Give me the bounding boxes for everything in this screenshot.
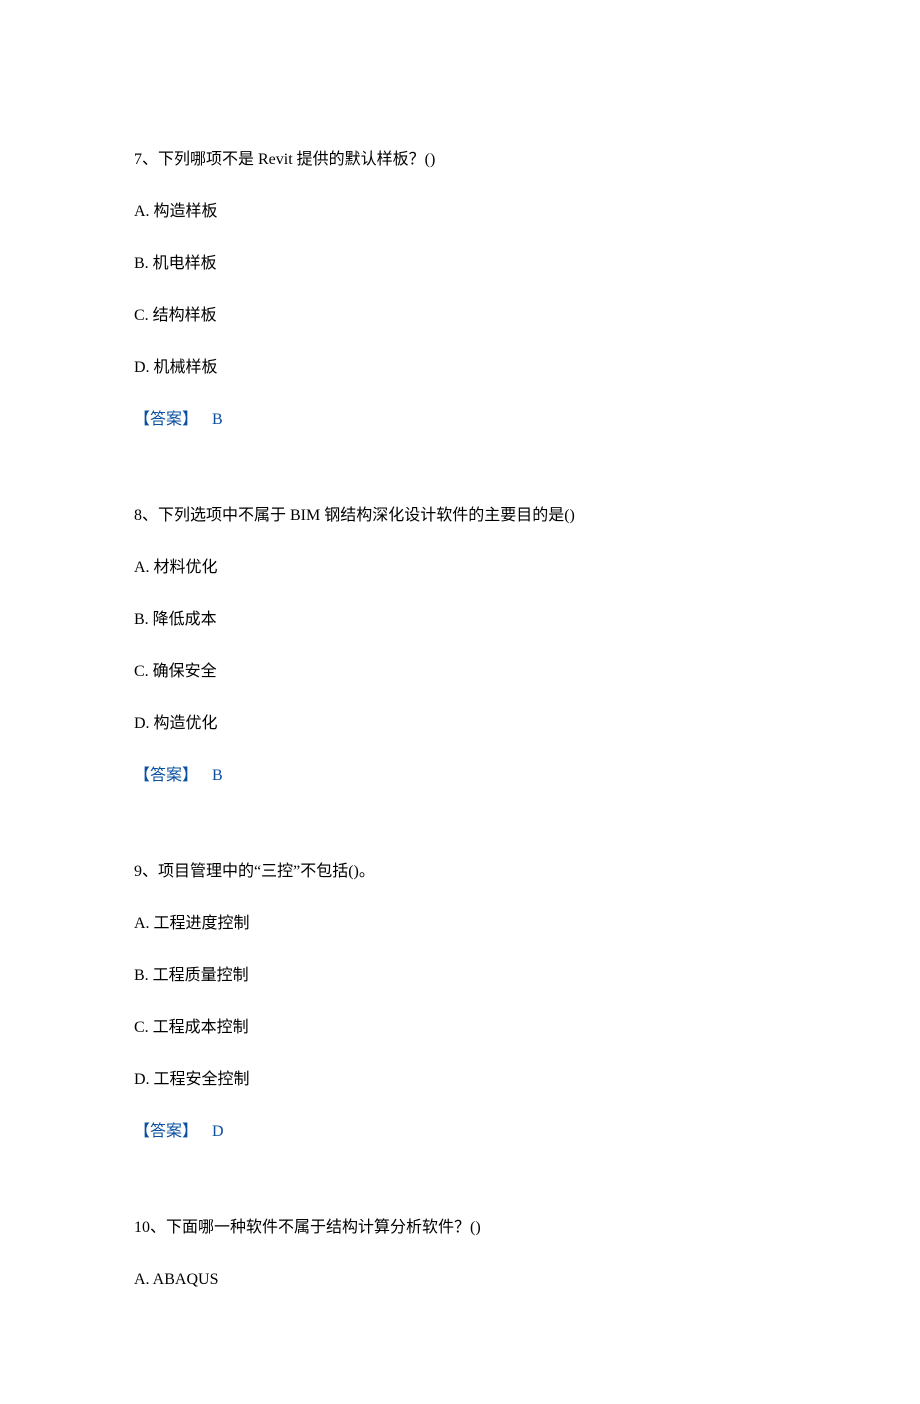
question-option-c: C. 结构样板 bbox=[134, 304, 794, 328]
question-block: 9、项目管理中的“三控”不包括()。 A. 工程进度控制 B. 工程质量控制 C… bbox=[134, 860, 794, 1144]
answer-line: 【答案】 B bbox=[134, 408, 794, 432]
answer-line: 【答案】 D bbox=[134, 1120, 794, 1144]
question-option-d: D. 构造优化 bbox=[134, 712, 794, 736]
question-block: 8、下列选项中不属于 BIM 钢结构深化设计软件的主要目的是() A. 材料优化… bbox=[134, 504, 794, 788]
answer-label: 【答案】 bbox=[134, 1123, 198, 1140]
question-stem: 7、下列哪项不是 Revit 提供的默认样板？() bbox=[134, 148, 794, 172]
question-block: 7、下列哪项不是 Revit 提供的默认样板？() A. 构造样板 B. 机电样… bbox=[134, 148, 794, 432]
answer-label: 【答案】 bbox=[134, 767, 198, 784]
question-stem: 10、下面哪一种软件不属于结构计算分析软件？() bbox=[134, 1216, 794, 1240]
question-option-b: B. 降低成本 bbox=[134, 608, 794, 632]
answer-value: B bbox=[212, 411, 223, 428]
question-stem: 9、项目管理中的“三控”不包括()。 bbox=[134, 860, 794, 884]
question-option-b: B. 机电样板 bbox=[134, 252, 794, 276]
question-option-d: D. 机械样板 bbox=[134, 356, 794, 380]
document-body: 7、下列哪项不是 Revit 提供的默认样板？() A. 构造样板 B. 机电样… bbox=[134, 148, 794, 1292]
answer-label: 【答案】 bbox=[134, 411, 198, 428]
question-option-a: A. ABAQUS bbox=[134, 1268, 794, 1292]
question-block: 10、下面哪一种软件不属于结构计算分析软件？() A. ABAQUS bbox=[134, 1216, 794, 1292]
question-option-a: A. 材料优化 bbox=[134, 556, 794, 580]
question-option-d: D. 工程安全控制 bbox=[134, 1068, 794, 1092]
question-option-a: A. 构造样板 bbox=[134, 200, 794, 224]
question-option-a: A. 工程进度控制 bbox=[134, 912, 794, 936]
answer-value: B bbox=[212, 767, 223, 784]
answer-line: 【答案】 B bbox=[134, 764, 794, 788]
question-option-c: C. 确保安全 bbox=[134, 660, 794, 684]
question-option-b: B. 工程质量控制 bbox=[134, 964, 794, 988]
answer-value: D bbox=[212, 1123, 224, 1140]
question-option-c: C. 工程成本控制 bbox=[134, 1016, 794, 1040]
question-stem: 8、下列选项中不属于 BIM 钢结构深化设计软件的主要目的是() bbox=[134, 504, 794, 528]
